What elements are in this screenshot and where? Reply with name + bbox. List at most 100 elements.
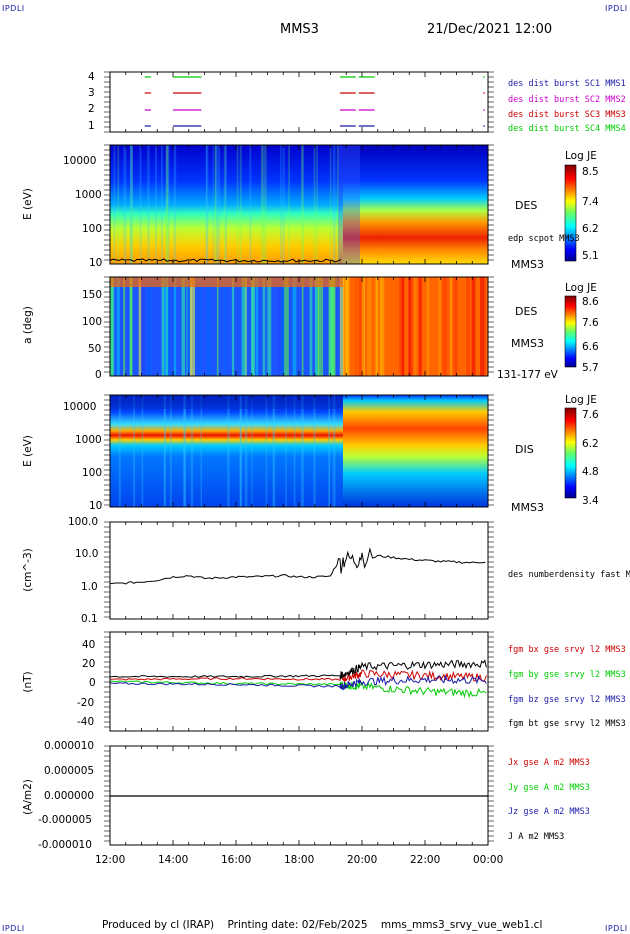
des-energy-stripe	[129, 145, 133, 264]
des-pitch-stripe	[190, 277, 196, 376]
des-energy-stripe	[212, 145, 214, 264]
burst-legend-mms2: des dist burst SC2 MMS2	[508, 95, 626, 105]
des-energy-stripe	[225, 145, 227, 264]
dis-energy-stripe	[240, 395, 242, 507]
current-ytick: 0.000010	[44, 740, 95, 752]
dis-energy-stripe	[328, 395, 330, 507]
fgm-legend-bx: fgm bx gse srvy l2 MMS3	[508, 645, 626, 655]
current-legend-jy: Jy gse A m2 MMS3	[508, 783, 590, 793]
current-ytick: 0.000005	[44, 765, 95, 777]
dis-energy-stripe	[244, 395, 248, 507]
burst-legend-mms4: des dist burst SC4 MMS4	[508, 124, 626, 134]
des-pitch-colorbar-tick: 6.6	[582, 341, 599, 353]
des-pitch-stripe	[241, 277, 247, 376]
dis-energy-panel	[109, 394, 489, 508]
corner-label-bottom-left: IPDLI	[2, 924, 25, 933]
dis-energy-stripe	[141, 395, 144, 507]
des-pitch-stripe	[161, 277, 165, 376]
des-energy-spectrogram-left	[110, 145, 343, 264]
dis-energy-colorbar-tick: 6.2	[582, 438, 599, 450]
des-pitch-stripe	[181, 277, 186, 376]
burst-ytick: 1	[88, 120, 95, 132]
fgm-legend-by: fgm by gse srvy l2 MMS3	[508, 670, 626, 680]
des-pitch-stripe	[206, 277, 211, 376]
spacecraft-title: MMS3	[280, 22, 319, 37]
dis-energy-stripe	[164, 395, 166, 507]
des-pitch-stripe	[453, 277, 458, 376]
burst-ytick: 4	[88, 71, 95, 83]
dis-energy-spectrogram-right	[343, 395, 488, 507]
des-energy-colorbar-tick: 5.1	[582, 250, 599, 262]
des-pitch-stripe	[438, 277, 441, 376]
fgm-series-line	[109, 659, 487, 680]
des-pitch-stripe	[375, 277, 378, 376]
des-pitch-stripe	[216, 277, 219, 376]
des-pitch-label: DES	[515, 305, 538, 318]
des-energy-colorbar-title: Log JE	[565, 150, 597, 162]
x-tick-label: 22:00	[410, 854, 441, 866]
des-pitch-stripe	[277, 277, 281, 376]
dis-energy-stripe	[227, 395, 230, 507]
dis-energy-spectrogram-left	[110, 395, 343, 507]
des-energy-stripe	[165, 145, 169, 264]
des-pitch-panel	[109, 276, 489, 377]
fgm-legend-bt: fgm bt gse srvy l2 MMS3	[508, 719, 626, 729]
des-pitch-stripe	[445, 277, 449, 376]
des-pitch-stripe	[339, 277, 345, 376]
burst-ytick: 3	[88, 87, 95, 99]
des-pitch-ytick: 100	[82, 316, 103, 328]
current-panel	[109, 745, 489, 846]
dis-energy-stripe	[163, 395, 166, 507]
des-pitch-stripe	[139, 277, 144, 376]
des-pitch-stripe	[173, 277, 177, 376]
density-legend: des numberdensity fast M	[508, 570, 630, 580]
footer-credit: Produced by cl (IRAP) Printing date: 02/…	[102, 919, 543, 931]
des-energy-label: DES	[515, 199, 538, 212]
density-ytick: 0.1	[81, 613, 98, 625]
des-energy-stripe	[167, 145, 170, 264]
dis-energy-stripe	[190, 395, 194, 507]
des-energy-stripe	[301, 145, 303, 264]
fgm-ytick: 20	[82, 658, 96, 670]
scpot-label: edp scpot MMS3	[508, 234, 580, 244]
current-legend-jz: Jz gse A m2 MMS3	[508, 807, 590, 817]
des-pitch-stripe	[319, 277, 324, 376]
dis-energy-ytick: 10000	[63, 401, 97, 413]
des-pitch-stripe	[186, 277, 188, 376]
des-pitch-stripe	[110, 277, 343, 287]
des-energy-stripe	[117, 145, 120, 264]
des-pitch-stripe	[199, 277, 202, 376]
dis-energy-stripe	[183, 395, 186, 507]
des-pitch-colorbar-tick: 8.6	[582, 296, 599, 308]
des-energy-spectrogram-right	[343, 145, 488, 264]
des-energy-stripe	[260, 145, 263, 264]
dis-energy-stripe	[169, 395, 172, 507]
dis-energy-ytick: 1000	[75, 434, 102, 446]
des-pitch-range-label: 131-177 eV	[497, 369, 558, 381]
x-tick-label: 20:00	[347, 854, 378, 866]
des-pitch-stripe	[264, 277, 270, 376]
des-energy-stripe	[147, 145, 150, 264]
dis-energy-stripe	[313, 395, 316, 507]
des-energy-ylabel: E (eV)	[22, 188, 34, 220]
des-energy-stripe	[113, 145, 116, 264]
dis-energy-colorbar-tick: 7.6	[582, 409, 599, 421]
des-pitch-sublabel: MMS3	[511, 337, 544, 350]
des-pitch-stripe	[284, 277, 289, 376]
des-pitch-stripe	[399, 277, 404, 376]
dis-energy-stripe	[272, 395, 276, 507]
datetime-title: 21/Dec/2021 12:00	[427, 22, 553, 37]
des-energy-stripe	[139, 145, 142, 264]
scpot-line	[109, 258, 342, 263]
des-energy-stripe	[130, 145, 134, 264]
des-pitch-stripe	[167, 277, 171, 376]
des-pitch-stripe	[355, 277, 359, 376]
des-pitch-stripe	[163, 277, 168, 376]
dis-energy-stripe	[110, 395, 343, 409]
density-line	[109, 547, 486, 585]
des-energy-colorbar-tick: 7.4	[582, 196, 599, 208]
burst-panel	[109, 71, 489, 133]
fgm-legend-bz: fgm bz gse srvy l2 MMS3	[508, 695, 626, 705]
x-tick-label: 12:00	[95, 854, 126, 866]
des-pitch-stripe	[187, 277, 191, 376]
